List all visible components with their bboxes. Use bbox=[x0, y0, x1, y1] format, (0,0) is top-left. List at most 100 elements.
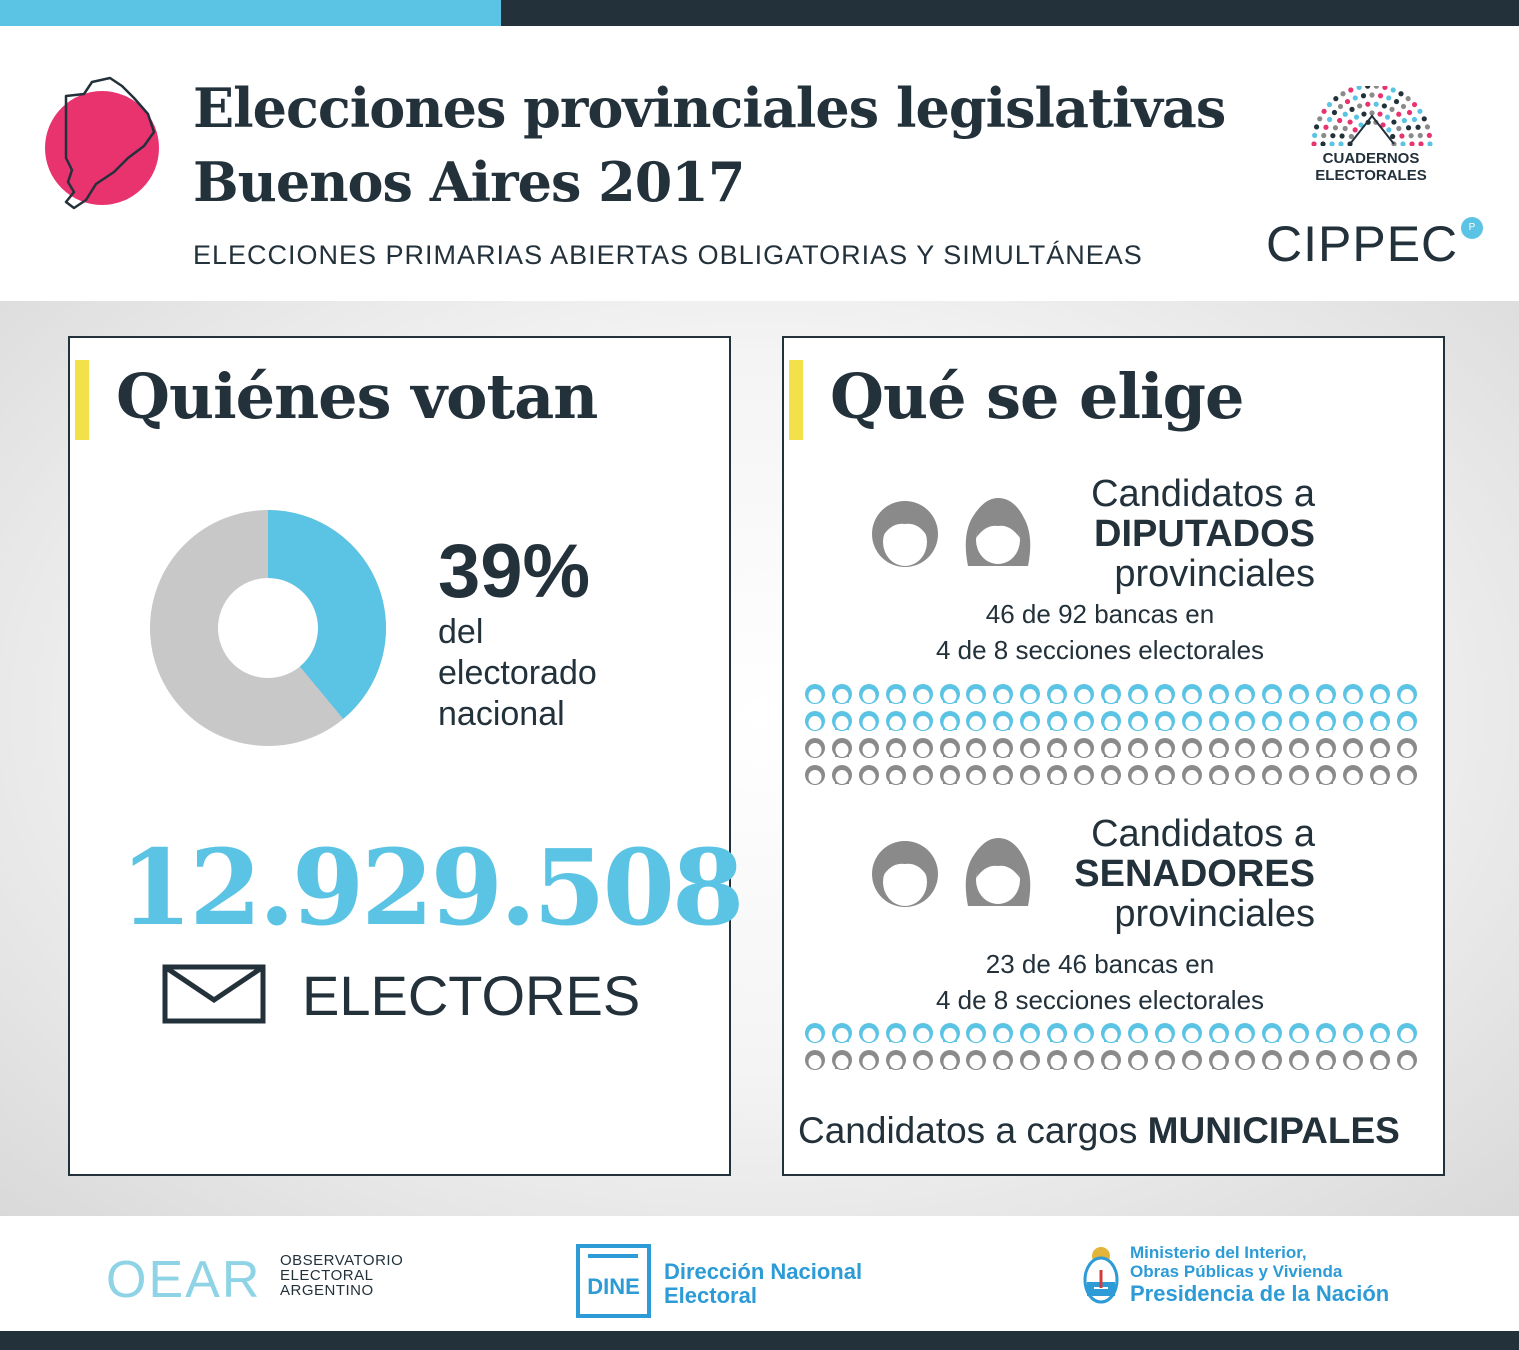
seat-icon-male bbox=[966, 765, 987, 785]
national-shield-icon bbox=[1083, 1247, 1119, 1304]
seat-icon-female bbox=[939, 1050, 960, 1070]
municipales-text: Candidatos a cargos MUNICIPALES bbox=[798, 1110, 1400, 1152]
logo-dot bbox=[1365, 101, 1371, 107]
diputados-bancas-line2: 4 de 8 secciones electorales bbox=[935, 635, 1265, 665]
panel-quienes-votan: Quiénes votan 39% del electorado naciona… bbox=[68, 336, 744, 1176]
seat-icon-male bbox=[912, 1050, 933, 1070]
logo-dot bbox=[1369, 92, 1375, 98]
seat-icon-male bbox=[1020, 711, 1041, 731]
female-candidate-icon bbox=[965, 838, 1031, 906]
seat-icon-male bbox=[1020, 1023, 1041, 1043]
seat-icon-female bbox=[1208, 765, 1229, 785]
oear-line3: ARGENTINO bbox=[280, 1282, 374, 1299]
logo-dot bbox=[1347, 119, 1353, 125]
panel-que-se-elige: Qué se elige Candidatos a DIPUTADOS prov… bbox=[782, 336, 1445, 1176]
seat-icon-female bbox=[1100, 765, 1121, 785]
buenos-aires-map-icon bbox=[45, 76, 159, 210]
seat-icon-male bbox=[1127, 738, 1148, 758]
seat-icon-female bbox=[831, 765, 852, 785]
seat-icon-female bbox=[939, 1023, 960, 1043]
seat-icon-male bbox=[1396, 684, 1417, 704]
ministerio-line3: Presidencia de la Nación bbox=[1130, 1281, 1390, 1306]
logo-dot bbox=[1317, 116, 1323, 122]
seat-icon-female bbox=[885, 738, 906, 758]
cippec-logo: CIPPEC bbox=[1266, 216, 1459, 272]
percent-donut-chart bbox=[150, 510, 386, 746]
logo-dot bbox=[1331, 109, 1338, 116]
male-candidate-icon bbox=[872, 501, 938, 567]
logo-dot bbox=[1389, 106, 1395, 112]
cippec-badge-icon: P bbox=[1461, 217, 1483, 239]
logo-dot bbox=[1365, 86, 1371, 89]
seat-icon-male bbox=[1127, 765, 1148, 785]
senadores-bancas-line1: 23 de 46 bancas en bbox=[985, 949, 1215, 979]
page-title-line2: Buenos Aires 2017 bbox=[193, 150, 745, 214]
logo-dot bbox=[1390, 133, 1396, 140]
seat-icon-female bbox=[1154, 1050, 1175, 1070]
title-accent-bar bbox=[75, 360, 89, 440]
title-accent-bar bbox=[789, 360, 803, 440]
panel-title-que-se-elige: Qué se elige bbox=[830, 360, 1244, 433]
seat-icon-female bbox=[1047, 684, 1068, 704]
seat-icon-female bbox=[1047, 711, 1068, 731]
logo-dot bbox=[1400, 141, 1406, 146]
seat-icon-male bbox=[1235, 738, 1256, 758]
senadores-bancas-text: 23 de 46 bancas en 4 de 8 secciones elec… bbox=[784, 946, 1416, 1018]
seat-icon-male bbox=[1396, 738, 1417, 758]
percent-desc-line3: nacional bbox=[438, 695, 565, 733]
logo-dot bbox=[1406, 109, 1413, 116]
male-candidate-icon bbox=[872, 841, 938, 907]
seat-icon-male bbox=[1127, 1050, 1148, 1070]
seat-icon-male bbox=[1074, 1050, 1094, 1070]
seat-icon-female bbox=[1369, 1050, 1390, 1070]
logo-dot bbox=[1381, 103, 1387, 109]
logo-dot bbox=[1384, 114, 1391, 120]
seat-icon-male bbox=[1396, 711, 1417, 731]
diputados-line2: DIPUTADOS bbox=[1094, 513, 1315, 555]
envelope-icon bbox=[162, 964, 266, 1024]
dne-line2: Electoral bbox=[664, 1283, 757, 1308]
logo-dot bbox=[1340, 91, 1346, 97]
seat-icon-female bbox=[993, 711, 1014, 731]
logo-dot bbox=[1411, 101, 1418, 108]
seat-icon-female bbox=[1316, 738, 1337, 758]
seat-icon-male bbox=[1235, 711, 1256, 731]
seat-icon-male bbox=[1235, 1023, 1256, 1043]
logo-dot bbox=[1333, 96, 1339, 102]
seat-icon-male bbox=[1127, 1023, 1148, 1043]
seat-icon-female bbox=[885, 1050, 906, 1070]
logo-dot bbox=[1352, 95, 1358, 101]
diputados-heading: Candidatos a DIPUTADOS provinciales bbox=[1091, 474, 1315, 594]
logo-dot bbox=[1401, 117, 1407, 124]
seat-icon-female bbox=[885, 684, 906, 704]
seat-icon-female bbox=[885, 765, 906, 785]
seat-icon-female bbox=[1369, 684, 1390, 704]
cuadernos-electorales-logo-text: CUADERNOS ELECTORALES bbox=[1306, 150, 1436, 184]
seat-icon-female bbox=[1208, 1050, 1229, 1070]
seat-icon-female bbox=[1100, 711, 1121, 731]
oear-logo: OEAR bbox=[106, 1251, 262, 1309]
dne-line1: Dirección Nacional bbox=[664, 1259, 863, 1284]
seat-icon-female bbox=[1208, 711, 1229, 731]
seat-icon-male bbox=[858, 711, 879, 731]
ce-line1: CUADERNOS bbox=[1322, 150, 1420, 167]
seat-icon-female bbox=[1154, 711, 1175, 731]
municipales-bold: MUNICIPALES bbox=[1147, 1110, 1400, 1151]
percent-desc-line1: del bbox=[438, 613, 484, 651]
seat-icon-male bbox=[912, 1023, 933, 1043]
seat-icon-female bbox=[1154, 1023, 1175, 1043]
percent-value: 39% bbox=[438, 529, 591, 614]
seat-icon-female bbox=[939, 684, 960, 704]
logo-dot bbox=[1427, 141, 1433, 146]
seat-icon-male bbox=[1020, 1050, 1041, 1070]
seat-icon-male bbox=[805, 738, 825, 758]
seat-icon-male bbox=[1074, 1023, 1094, 1043]
seat-icon-female bbox=[831, 1050, 852, 1070]
seat-icon-male bbox=[1020, 684, 1041, 704]
seat-icon-male bbox=[1074, 765, 1094, 785]
seat-icon-male bbox=[858, 1050, 879, 1070]
ce-line2: ELECTORALES bbox=[1315, 167, 1427, 184]
municipales-prefix: Candidatos a cargos bbox=[798, 1110, 1148, 1151]
seat-icon-female bbox=[885, 711, 906, 731]
seat-icon-male bbox=[966, 711, 987, 731]
